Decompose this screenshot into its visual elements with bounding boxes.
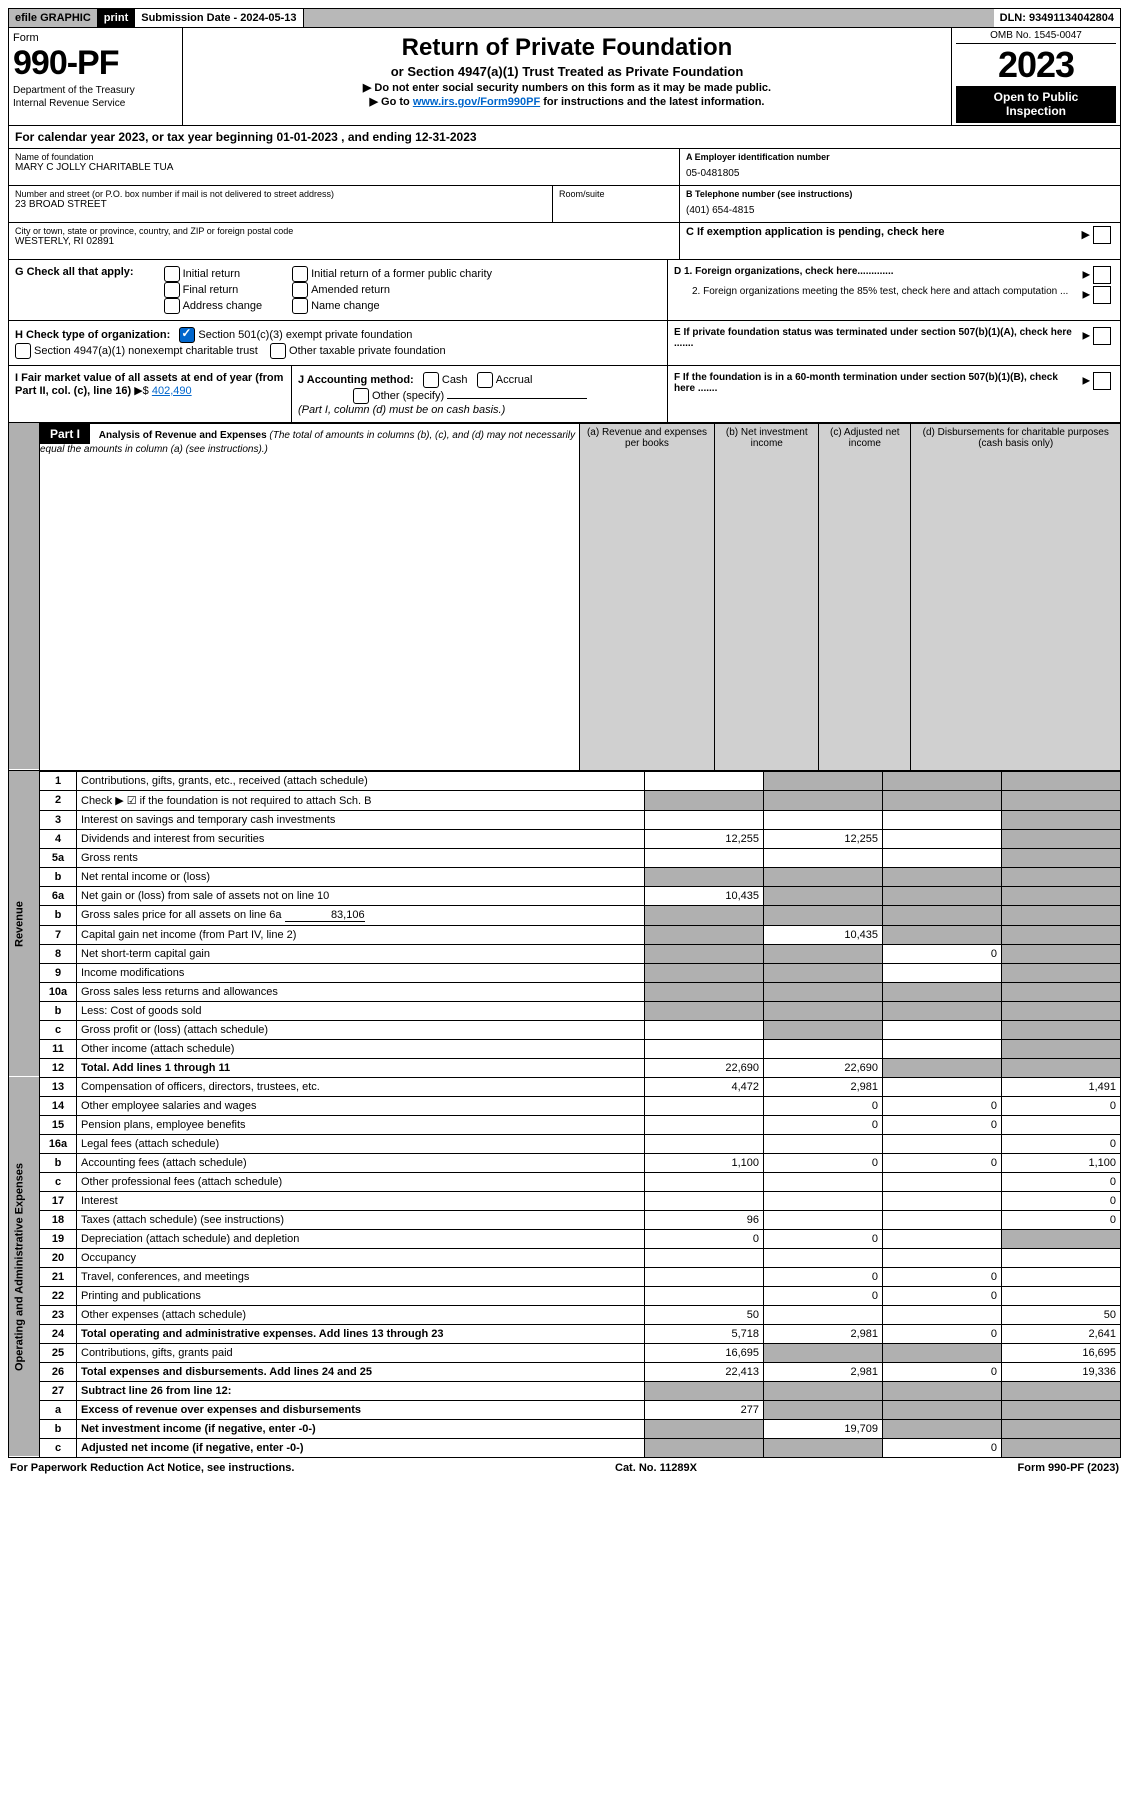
table-row: 19Depreciation (attach schedule) and dep… (9, 1229, 1121, 1248)
table-row: cOther professional fees (attach schedul… (9, 1172, 1121, 1191)
dept-line1: Department of the Treasury (13, 85, 178, 96)
table-row: 6aNet gain or (loss) from sale of assets… (9, 886, 1121, 905)
table-row: Revenue1Contributions, gifts, grants, et… (9, 771, 1121, 790)
info-right: A Employer identification number 05-0481… (679, 149, 1120, 259)
page-footer: For Paperwork Reduction Act Notice, see … (8, 1458, 1121, 1478)
form-number: 990-PF (13, 44, 178, 83)
header-right: OMB No. 1545-0047 2023 Open to PublicIns… (951, 28, 1120, 125)
dept-line2: Internal Revenue Service (13, 98, 178, 109)
info-grid: Name of foundation MARY C JOLLY CHARITAB… (8, 149, 1121, 260)
section-g: G Check all that apply: Initial return F… (9, 260, 667, 320)
table-row: 22Printing and publications00 (9, 1286, 1121, 1305)
irs-link[interactable]: www.irs.gov/Form990PF (413, 96, 540, 108)
address-cell: Number and street (or P.O. box number if… (9, 185, 679, 222)
table-row: 7Capital gain net income (from Part IV, … (9, 925, 1121, 944)
section-d: D 1. Foreign organizations, check here..… (667, 260, 1120, 320)
table-row: bGross sales price for all assets on lin… (9, 905, 1121, 925)
table-row: bAccounting fees (attach schedule)1,1000… (9, 1153, 1121, 1172)
part1-table: Part I Analysis of Revenue and Expenses … (8, 423, 1121, 771)
section-i: I Fair market value of all assets at end… (9, 366, 292, 422)
table-row: 23Other expenses (attach schedule)5050 (9, 1305, 1121, 1324)
table-row: cAdjusted net income (if negative, enter… (9, 1438, 1121, 1457)
table-row: 26Total expenses and disbursements. Add … (9, 1362, 1121, 1381)
efile-label: efile GRAPHIC (9, 9, 98, 27)
table-row: 25Contributions, gifts, grants paid16,69… (9, 1343, 1121, 1362)
top-spacer (304, 9, 994, 27)
table-row: 18Taxes (attach schedule) (see instructi… (9, 1210, 1121, 1229)
table-row: bNet rental income or (loss) (9, 867, 1121, 886)
fmv-link[interactable]: 402,490 (152, 385, 192, 397)
header-center: Return of Private Foundation or Section … (183, 28, 951, 125)
form-title: Return of Private Foundation (193, 34, 941, 62)
table-row: 9Income modifications (9, 963, 1121, 982)
section-j: J Accounting method: Cash Accrual Other … (292, 366, 667, 422)
notice2-post: for instructions and the latest informat… (540, 96, 764, 108)
section-h: H Check type of organization: Section 50… (9, 321, 667, 365)
footer-center: Cat. No. 11289X (615, 1462, 697, 1474)
city-cell: City or town, state or province, country… (9, 222, 679, 259)
form-header: Form 990-PF Department of the Treasury I… (8, 28, 1121, 126)
part1-body: Revenue1Contributions, gifts, grants, et… (8, 771, 1121, 1458)
revenue-sidelabel: Revenue (9, 771, 40, 1077)
table-row: 4Dividends and interest from securities1… (9, 829, 1121, 848)
table-row: Operating and Administrative Expenses13C… (9, 1077, 1121, 1096)
submission-date: Submission Date - 2024-05-13 (135, 9, 303, 27)
dln-label: DLN: 93491134042804 (994, 9, 1120, 27)
header-left: Form 990-PF Department of the Treasury I… (9, 28, 183, 125)
table-row: 16aLegal fees (attach schedule)0 (9, 1134, 1121, 1153)
h-e-row: H Check type of organization: Section 50… (8, 321, 1121, 366)
top-bar: efile GRAPHIC print Submission Date - 20… (8, 8, 1121, 28)
name-cell: Name of foundation MARY C JOLLY CHARITAB… (9, 149, 679, 185)
section-f: F If the foundation is in a 60-month ter… (667, 366, 1120, 422)
i-j-f-row: I Fair market value of all assets at end… (8, 366, 1121, 423)
calendar-year-row: For calendar year 2023, or tax year begi… (8, 126, 1121, 149)
col-a-header: (a) Revenue and expenses per books (579, 423, 715, 770)
part1-badge: Part I (40, 424, 90, 444)
col-c-header: (c) Adjusted net income (819, 423, 911, 770)
print-button[interactable]: print (98, 9, 135, 27)
section-e: E If private foundation status was termi… (667, 321, 1120, 365)
c-exemption-cell: C If exemption application is pending, c… (680, 222, 1120, 259)
info-left: Name of foundation MARY C JOLLY CHARITAB… (9, 149, 679, 259)
phone-cell: B Telephone number (see instructions) (4… (680, 185, 1120, 222)
revenue-sidelabel (9, 423, 40, 770)
table-row: 10aGross sales less returns and allowanc… (9, 982, 1121, 1001)
footer-left: For Paperwork Reduction Act Notice, see … (10, 1462, 294, 1474)
table-row: 5aGross rents (9, 848, 1121, 867)
col-d-header: (d) Disbursements for charitable purpose… (911, 423, 1121, 770)
table-row: 8Net short-term capital gain0 (9, 944, 1121, 963)
tax-year: 2023 (956, 44, 1116, 86)
table-row: 12Total. Add lines 1 through 1122,69022,… (9, 1058, 1121, 1077)
table-row: 24Total operating and administrative exp… (9, 1324, 1121, 1343)
col-b-header: (b) Net investment income (715, 423, 819, 770)
notice-link-row: ▶ Go to www.irs.gov/Form990PF for instru… (193, 95, 941, 108)
table-row: cGross profit or (loss) (attach schedule… (9, 1020, 1121, 1039)
g-d-row: G Check all that apply: Initial return F… (8, 260, 1121, 321)
table-row: 3Interest on savings and temporary cash … (9, 810, 1121, 829)
footer-right: Form 990-PF (2023) (1018, 1462, 1119, 1474)
form-subtitle: or Section 4947(a)(1) Trust Treated as P… (193, 64, 941, 79)
table-row: 17Interest0 (9, 1191, 1121, 1210)
table-row: 11Other income (attach schedule) (9, 1039, 1121, 1058)
table-row: 15Pension plans, employee benefits00 (9, 1115, 1121, 1134)
table-row: aExcess of revenue over expenses and dis… (9, 1400, 1121, 1419)
table-row: 2Check ▶ ☑ if the foundation is not requ… (9, 790, 1121, 810)
notice-ssn: ▶ Do not enter social security numbers o… (193, 81, 941, 94)
table-row: bLess: Cost of goods sold (9, 1001, 1121, 1020)
table-row: 27Subtract line 26 from line 12: (9, 1381, 1121, 1400)
expenses-sidelabel: Operating and Administrative Expenses (9, 1077, 40, 1457)
ein-cell: A Employer identification number 05-0481… (680, 149, 1120, 185)
form-word: Form (13, 32, 178, 44)
open-public-badge: Open to PublicInspection (956, 86, 1116, 123)
table-row: bNet investment income (if negative, ent… (9, 1419, 1121, 1438)
omb-number: OMB No. 1545-0047 (956, 30, 1116, 44)
table-row: 14Other employee salaries and wages000 (9, 1096, 1121, 1115)
table-row: 21Travel, conferences, and meetings00 (9, 1267, 1121, 1286)
notice2-pre: ▶ Go to (370, 96, 413, 108)
table-row: 20Occupancy (9, 1248, 1121, 1267)
